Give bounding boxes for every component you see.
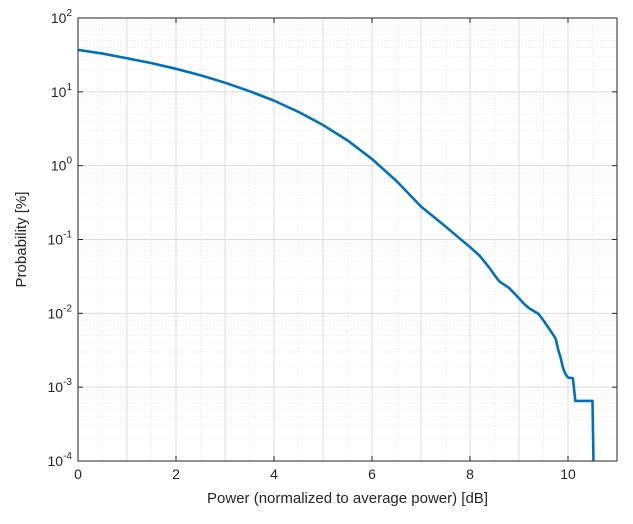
y-axis-label: Probability [%] bbox=[13, 192, 30, 288]
x-tick-label: 4 bbox=[270, 466, 278, 482]
x-axis-label: Power (normalized to average power) [dB] bbox=[207, 490, 488, 507]
x-tick-label: 2 bbox=[172, 466, 180, 482]
y-tick-label: 101 bbox=[51, 82, 73, 100]
axes bbox=[77, 17, 618, 462]
x-tick-label: 0 bbox=[74, 466, 82, 482]
y-tick-label: 10-2 bbox=[48, 303, 73, 321]
tick-labels: 0 2 4 6 8 10 10-4 10-3 10-2 10-1 100 101 102 bbox=[48, 8, 576, 482]
x-tick-label: 10 bbox=[560, 466, 576, 482]
y-tick-label: 10-4 bbox=[48, 451, 73, 469]
plot-data bbox=[77, 48, 595, 462]
grid-lines bbox=[77, 17, 618, 462]
series-line bbox=[77, 48, 595, 462]
y-tick-label: 10-3 bbox=[48, 377, 73, 395]
x-tick-label: 6 bbox=[368, 466, 376, 482]
y-tick-label: 10-1 bbox=[48, 230, 73, 248]
x-tick-label: 8 bbox=[466, 466, 474, 482]
y-tick-label: 102 bbox=[51, 8, 73, 26]
y-tick-label: 100 bbox=[51, 156, 73, 174]
